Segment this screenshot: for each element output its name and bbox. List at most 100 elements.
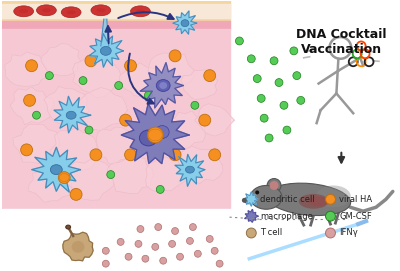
Circle shape — [199, 114, 211, 126]
Polygon shape — [195, 104, 234, 136]
Ellipse shape — [181, 20, 189, 27]
Circle shape — [26, 60, 38, 72]
Circle shape — [270, 181, 278, 190]
Polygon shape — [51, 127, 98, 172]
Circle shape — [236, 37, 243, 45]
Ellipse shape — [50, 165, 62, 175]
Ellipse shape — [156, 80, 170, 91]
Circle shape — [144, 91, 152, 99]
Ellipse shape — [267, 183, 351, 215]
Ellipse shape — [67, 10, 76, 14]
Polygon shape — [10, 87, 54, 125]
Circle shape — [326, 194, 336, 204]
Ellipse shape — [100, 46, 111, 55]
Ellipse shape — [42, 8, 51, 12]
Circle shape — [247, 55, 255, 63]
Circle shape — [297, 96, 305, 104]
Ellipse shape — [72, 241, 84, 253]
Polygon shape — [28, 167, 72, 202]
Ellipse shape — [155, 125, 169, 138]
Polygon shape — [89, 34, 123, 67]
Ellipse shape — [91, 5, 111, 16]
Ellipse shape — [140, 130, 157, 146]
Circle shape — [255, 191, 259, 194]
Circle shape — [58, 172, 70, 183]
Circle shape — [260, 114, 268, 122]
Circle shape — [257, 94, 265, 102]
Circle shape — [280, 101, 288, 109]
Circle shape — [270, 57, 278, 65]
Text: GM-CSF: GM-CSF — [339, 212, 372, 221]
Polygon shape — [181, 70, 218, 99]
Ellipse shape — [244, 197, 254, 204]
Polygon shape — [121, 104, 189, 164]
Polygon shape — [41, 44, 81, 76]
Circle shape — [102, 260, 109, 267]
Circle shape — [169, 149, 181, 161]
Polygon shape — [5, 52, 49, 86]
Circle shape — [293, 72, 301, 80]
Ellipse shape — [316, 185, 351, 207]
Ellipse shape — [309, 196, 328, 206]
Circle shape — [90, 149, 102, 161]
Circle shape — [169, 50, 181, 62]
Circle shape — [265, 134, 273, 142]
Circle shape — [190, 224, 196, 231]
Circle shape — [125, 253, 132, 260]
Polygon shape — [101, 19, 109, 46]
Circle shape — [326, 211, 336, 221]
Ellipse shape — [159, 82, 167, 89]
Polygon shape — [64, 159, 114, 200]
Ellipse shape — [299, 194, 328, 209]
Polygon shape — [73, 55, 121, 98]
Circle shape — [24, 94, 36, 106]
Polygon shape — [63, 232, 93, 261]
Circle shape — [32, 111, 40, 119]
Circle shape — [46, 72, 53, 80]
Polygon shape — [120, 63, 161, 98]
Circle shape — [124, 60, 136, 72]
Circle shape — [70, 188, 82, 200]
Text: DNA Cocktail
Vaccination: DNA Cocktail Vaccination — [296, 28, 387, 56]
Circle shape — [102, 247, 109, 254]
Text: viral HA: viral HA — [339, 195, 372, 204]
Ellipse shape — [96, 8, 105, 12]
Ellipse shape — [14, 6, 34, 17]
Circle shape — [211, 247, 218, 254]
Polygon shape — [163, 111, 205, 150]
Circle shape — [204, 70, 216, 82]
Polygon shape — [146, 157, 186, 192]
Circle shape — [246, 228, 256, 238]
Polygon shape — [108, 157, 153, 194]
Circle shape — [326, 228, 336, 238]
Polygon shape — [133, 109, 179, 151]
Polygon shape — [44, 86, 89, 124]
Ellipse shape — [66, 225, 71, 229]
Text: T cell: T cell — [260, 228, 282, 237]
Ellipse shape — [61, 7, 81, 18]
Circle shape — [147, 127, 163, 143]
Circle shape — [275, 79, 283, 86]
Circle shape — [79, 77, 87, 85]
Ellipse shape — [186, 166, 194, 173]
Text: dendritic cell: dendritic cell — [260, 195, 315, 204]
Circle shape — [176, 253, 184, 260]
Polygon shape — [77, 88, 127, 131]
Circle shape — [290, 47, 298, 55]
Circle shape — [156, 185, 164, 193]
Ellipse shape — [250, 185, 282, 209]
Circle shape — [186, 237, 193, 244]
Polygon shape — [245, 209, 258, 222]
Ellipse shape — [36, 5, 56, 16]
Circle shape — [117, 238, 124, 245]
Circle shape — [142, 255, 149, 262]
Polygon shape — [175, 154, 205, 186]
Text: macrophage: macrophage — [260, 212, 313, 221]
Polygon shape — [140, 63, 183, 108]
Circle shape — [115, 82, 123, 89]
Polygon shape — [32, 147, 80, 192]
Polygon shape — [96, 127, 136, 165]
Polygon shape — [173, 11, 197, 34]
Circle shape — [120, 114, 132, 126]
Circle shape — [267, 179, 281, 192]
